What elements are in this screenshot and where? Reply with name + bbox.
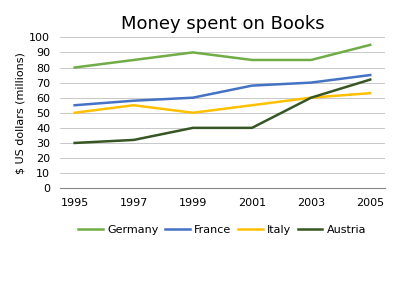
Germany — [131, 58, 136, 62]
Y-axis label: $ US dollars (millions): $ US dollars (millions) — [15, 52, 25, 174]
Germany — [72, 66, 77, 69]
Italy — [250, 103, 254, 107]
France — [131, 99, 136, 103]
Italy — [309, 96, 314, 100]
Austria — [131, 138, 136, 142]
Austria — [72, 141, 77, 145]
France — [368, 73, 373, 77]
France — [72, 103, 77, 107]
Line: Italy: Italy — [75, 93, 370, 113]
Line: Germany: Germany — [75, 45, 370, 68]
Austria — [190, 126, 195, 130]
Austria — [250, 126, 254, 130]
Legend: Germany, France, Italy, Austria: Germany, France, Italy, Austria — [74, 221, 371, 240]
Austria — [309, 96, 314, 100]
Italy — [72, 111, 77, 115]
Line: Austria: Austria — [75, 80, 370, 143]
Germany — [190, 51, 195, 54]
France — [190, 96, 195, 100]
Italy — [190, 111, 195, 115]
Line: France: France — [75, 75, 370, 105]
Italy — [368, 91, 373, 95]
France — [250, 84, 254, 87]
Title: Money spent on Books: Money spent on Books — [121, 15, 324, 33]
Germany — [368, 43, 373, 47]
Italy — [131, 103, 136, 107]
Austria — [368, 78, 373, 81]
Germany — [309, 58, 314, 62]
Germany — [250, 58, 254, 62]
France — [309, 81, 314, 84]
